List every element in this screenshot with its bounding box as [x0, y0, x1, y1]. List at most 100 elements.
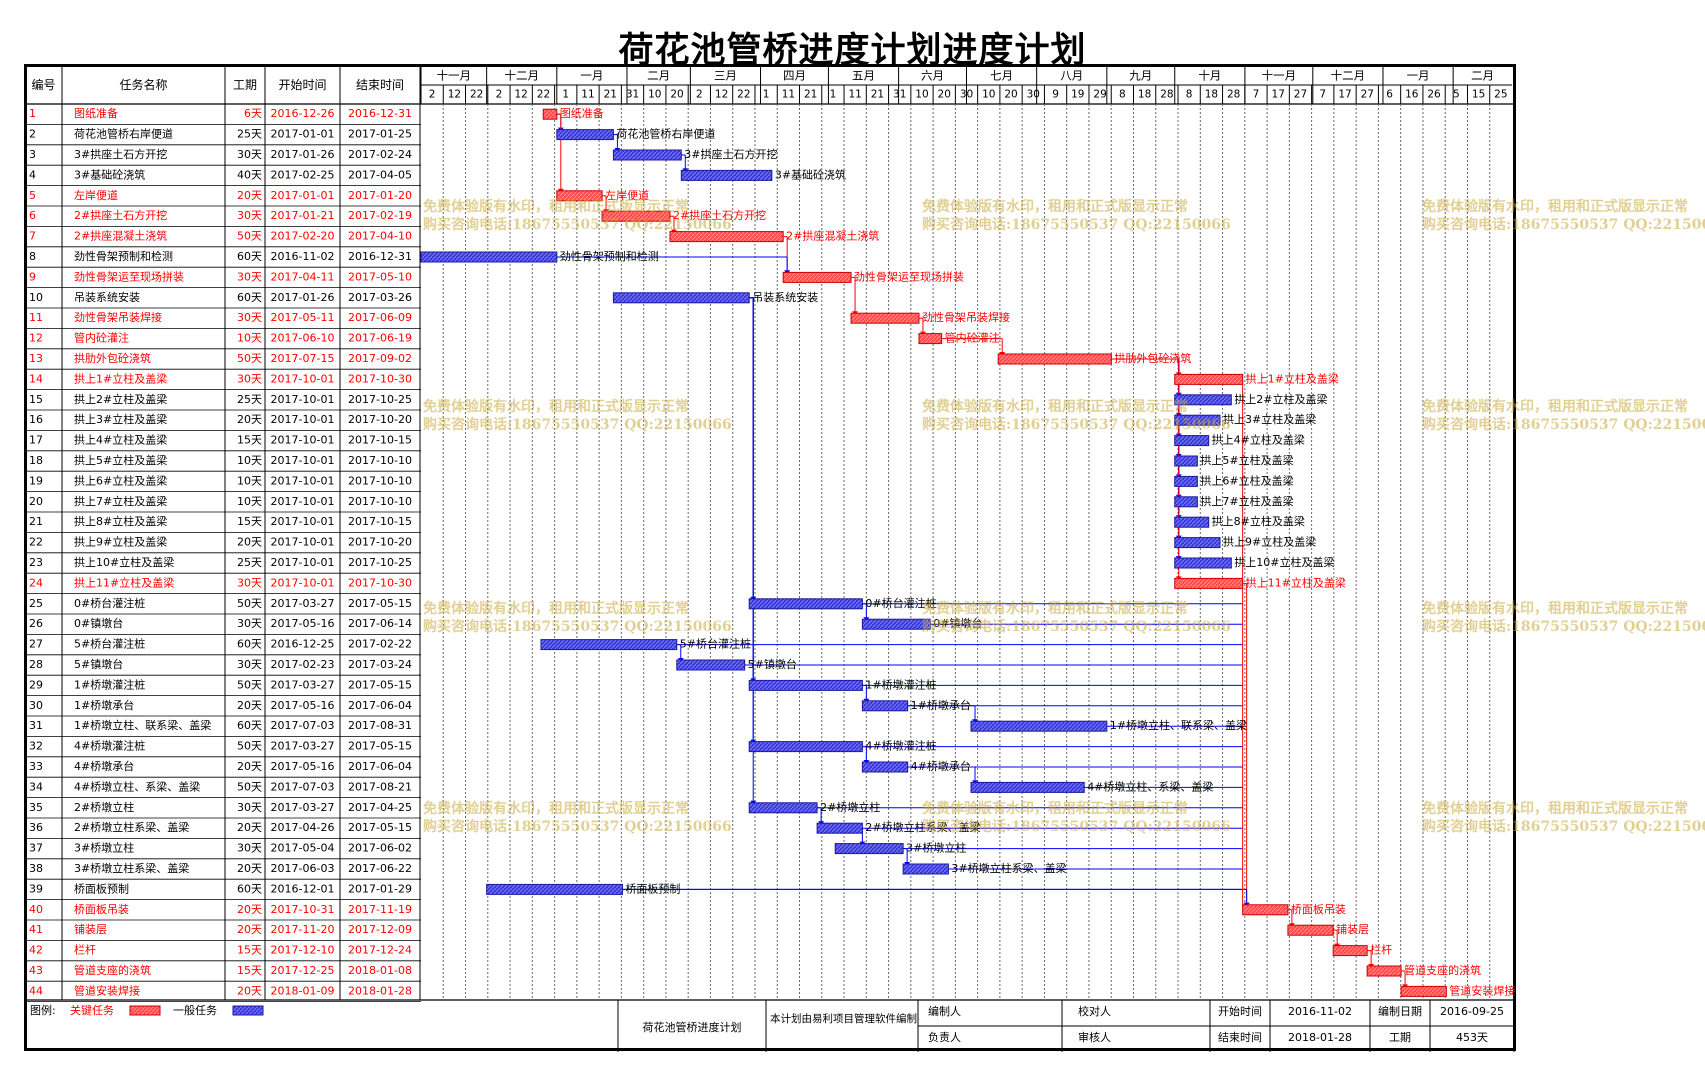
- bar-label: 拱上7#立柱及盖梁: [1200, 494, 1293, 508]
- task-end: 2017-10-20: [348, 536, 412, 549]
- task-end: 2017-10-20: [348, 413, 412, 426]
- tick-label: 21: [804, 89, 817, 101]
- bar-label: 3#桥墩立柱系梁、盖梁: [951, 861, 1066, 875]
- task-id: 7: [29, 230, 36, 243]
- gantt-bar: [601, 210, 671, 222]
- task-id: 8: [29, 250, 36, 263]
- task-name: 2#拱座土石方开挖: [74, 208, 167, 222]
- gantt-bar: [918, 333, 943, 345]
- task-duration: 50天: [237, 740, 262, 753]
- gantt-bar: [1174, 373, 1244, 385]
- tick-label: 17: [1272, 89, 1285, 101]
- tick-label: 31: [893, 89, 906, 101]
- legend-critical-swatch: [129, 1005, 161, 1016]
- task-end: 2017-06-02: [348, 842, 412, 855]
- tick-label: 21: [604, 89, 617, 101]
- task-start: 2017-07-03: [271, 780, 335, 793]
- month-label: 十二月: [1331, 69, 1366, 83]
- gantt-bar: [861, 700, 909, 712]
- task-end: 2017-02-24: [348, 148, 412, 161]
- task-end: 2017-10-15: [348, 434, 412, 447]
- task-duration: 25天: [237, 128, 262, 141]
- task-duration: 50天: [237, 352, 262, 365]
- footer-prepared-label: 编制人: [928, 1004, 961, 1018]
- task-duration: 15天: [237, 964, 262, 977]
- task-end: 2017-03-24: [348, 658, 412, 671]
- task-end: 2018-01-08: [348, 964, 412, 977]
- task-id: 11: [29, 311, 43, 324]
- bar-label: 拱上5#立柱及盖梁: [1200, 453, 1293, 467]
- task-start: 2017-10-01: [271, 515, 335, 528]
- header-start: 开始时间: [278, 78, 326, 92]
- task-start: 2017-10-01: [271, 413, 335, 426]
- task-start: 2017-02-25: [271, 168, 335, 181]
- bar-label: 拱上4#立柱及盖梁: [1212, 433, 1305, 447]
- task-end: 2016-12-31: [348, 250, 412, 263]
- gantt-bar: [486, 883, 623, 895]
- task-end: 2017-12-24: [348, 944, 412, 957]
- task-id: 43: [29, 964, 43, 977]
- task-name: 桥面板预制: [74, 881, 129, 895]
- task-name: 5#桥台灌注桩: [74, 637, 145, 651]
- task-duration: 60天: [237, 882, 262, 895]
- bar-label: 拱上2#立柱及盖梁: [1234, 392, 1327, 406]
- tick-label: 12: [448, 89, 461, 101]
- task-name: 2#拱座混凝土浇筑: [74, 229, 167, 243]
- task-start: 2017-10-01: [271, 434, 335, 447]
- task-end: 2017-10-30: [348, 372, 412, 385]
- bar-label: 拱上8#立柱及盖梁: [1212, 514, 1305, 528]
- task-start: 2017-10-01: [271, 393, 335, 406]
- bar-label: 拱上6#立柱及盖梁: [1200, 473, 1293, 487]
- tick-label: 12: [715, 89, 728, 101]
- task-duration: 30天: [237, 148, 262, 161]
- task-start: 2017-05-11: [271, 311, 335, 324]
- task-end: 2017-10-30: [348, 576, 412, 589]
- tick-label: 1: [562, 89, 569, 101]
- task-name: 3#桥墩立柱系梁、盖梁: [74, 861, 189, 875]
- gantt-bar: [1174, 455, 1198, 467]
- task-end: 2017-06-09: [348, 311, 412, 324]
- task-start: 2016-12-25: [271, 638, 335, 651]
- task-duration: 30天: [237, 270, 262, 283]
- task-duration: 15天: [237, 434, 262, 447]
- task-id: 29: [29, 678, 43, 691]
- task-name: 0#镇墩台: [74, 616, 123, 630]
- task-end: 2017-05-15: [348, 740, 412, 753]
- legend-normal-swatch: [232, 1005, 264, 1016]
- task-id: 37: [29, 842, 43, 855]
- task-name: 2#桥墩立柱: [74, 800, 134, 814]
- task-id: 4: [29, 168, 36, 181]
- task-duration: 10天: [237, 332, 262, 345]
- task-duration: 15天: [237, 944, 262, 957]
- tick-label: 28: [1227, 89, 1240, 101]
- task-start: 2017-06-03: [271, 862, 335, 875]
- task-duration: 30天: [237, 209, 262, 222]
- legend-normal-label: 一般任务: [173, 1004, 217, 1017]
- gantt-bar: [542, 108, 558, 120]
- bar-label: 1#桥墩承台: [911, 698, 971, 712]
- task-id: 26: [29, 617, 43, 630]
- task-name: 拱上5#立柱及盖梁: [74, 453, 167, 467]
- task-start: 2017-03-27: [271, 597, 335, 610]
- header-end: 结束时间: [356, 78, 404, 92]
- month-label: 一月: [1407, 69, 1430, 83]
- task-id: 12: [29, 332, 43, 345]
- bar-label: 劲性骨架运至现场拼装: [854, 269, 964, 283]
- task-id: 15: [29, 393, 43, 406]
- task-duration: 50天: [237, 780, 262, 793]
- task-id: 21: [29, 515, 43, 528]
- gantt-bar: [1366, 965, 1402, 977]
- task-id: 16: [29, 413, 43, 426]
- task-id: 3: [29, 148, 36, 161]
- task-start: 2016-11-02: [271, 250, 335, 263]
- task-name: 左岸便道: [74, 188, 118, 202]
- task-start: 2017-10-01: [271, 372, 335, 385]
- month-label: 三月: [714, 69, 737, 83]
- tick-label: 6: [1386, 89, 1393, 101]
- tick-label: 28: [1160, 89, 1173, 101]
- task-name: 3#桥墩立柱: [74, 841, 134, 855]
- task-duration: 20天: [237, 760, 262, 773]
- tick-label: 1: [830, 89, 837, 101]
- task-end: 2017-10-25: [348, 393, 412, 406]
- task-name: 管道安装焊接: [74, 983, 140, 997]
